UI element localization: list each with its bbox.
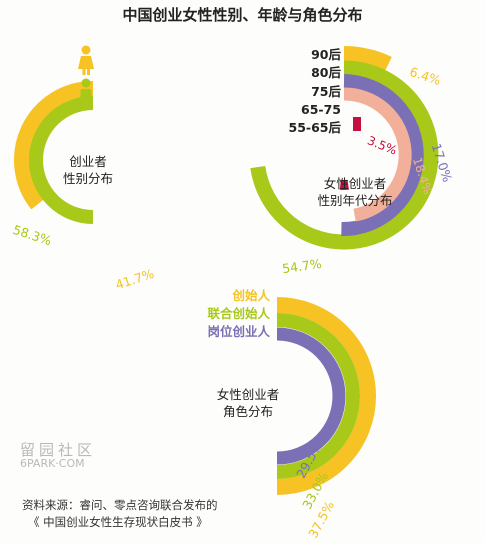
age-ring-1 bbox=[343, 45, 392, 72]
gender-band-1 bbox=[14, 81, 94, 210]
role-legend-1: 创始人 bbox=[231, 288, 270, 303]
role-band-2 bbox=[276, 313, 360, 479]
age-legend-2: 80后 bbox=[311, 65, 341, 80]
role-center-label-2: 角色分布 bbox=[223, 404, 273, 419]
age-legend-5: 55-65后 bbox=[289, 120, 342, 135]
age-center-label-2: 性别年代分布 bbox=[317, 193, 392, 208]
role-legend-2: 联合创始人 bbox=[207, 306, 270, 321]
age-ring-3 bbox=[341, 74, 424, 237]
gender-center-label-1: 创业者 bbox=[69, 154, 107, 169]
gender-label-yellow: 41.7% bbox=[113, 266, 156, 293]
age-label-90: 6.4% bbox=[408, 64, 443, 88]
watermark: 留园社区 6PARK·COM bbox=[20, 441, 97, 471]
age-legend-4: 65-75 bbox=[301, 102, 341, 117]
source-note: 资料来源：睿问、零点咨询联合发布的 《 中国创业女性生存现状白皮书 》 bbox=[22, 497, 218, 531]
source-line-2: 《 中国创业女性生存现状白皮书 》 bbox=[28, 515, 208, 529]
age-chart: 90后80后75后65-7555-65后6.4%54.7%17.0%18.4%3… bbox=[250, 45, 455, 276]
age-ring-5-block bbox=[353, 117, 361, 131]
role-legend-3: 岗位创业人 bbox=[207, 324, 270, 339]
female-icon bbox=[78, 45, 94, 75]
role-band-1 bbox=[276, 297, 376, 495]
age-ring-4 bbox=[343, 87, 412, 222]
role-center-label-1: 女性创业者 bbox=[217, 387, 280, 402]
page-title: 中国创业女性性别、年龄与角色分布 bbox=[122, 6, 363, 24]
male-icon bbox=[80, 78, 92, 107]
watermark-cn: 留园社区 bbox=[20, 441, 97, 459]
source-line-1: 资料来源：睿问、零点咨询联合发布的 bbox=[22, 498, 218, 512]
age-label-5565: 3.5% bbox=[365, 133, 399, 157]
gender-band-2 bbox=[29, 96, 94, 224]
age-legend-1: 90后 bbox=[311, 47, 341, 62]
age-center-label-1: 女性创业者 bbox=[324, 176, 387, 191]
age-legend-3: 75后 bbox=[311, 84, 341, 99]
gender-center-label-2: 性别分布 bbox=[63, 171, 113, 186]
watermark-en: 6PARK·COM bbox=[20, 457, 85, 470]
age-label-80: 54.7% bbox=[281, 256, 323, 276]
age-ring-2 bbox=[250, 60, 439, 250]
gender-label-green: 58.3% bbox=[11, 222, 54, 249]
role-band-3 bbox=[276, 327, 346, 465]
